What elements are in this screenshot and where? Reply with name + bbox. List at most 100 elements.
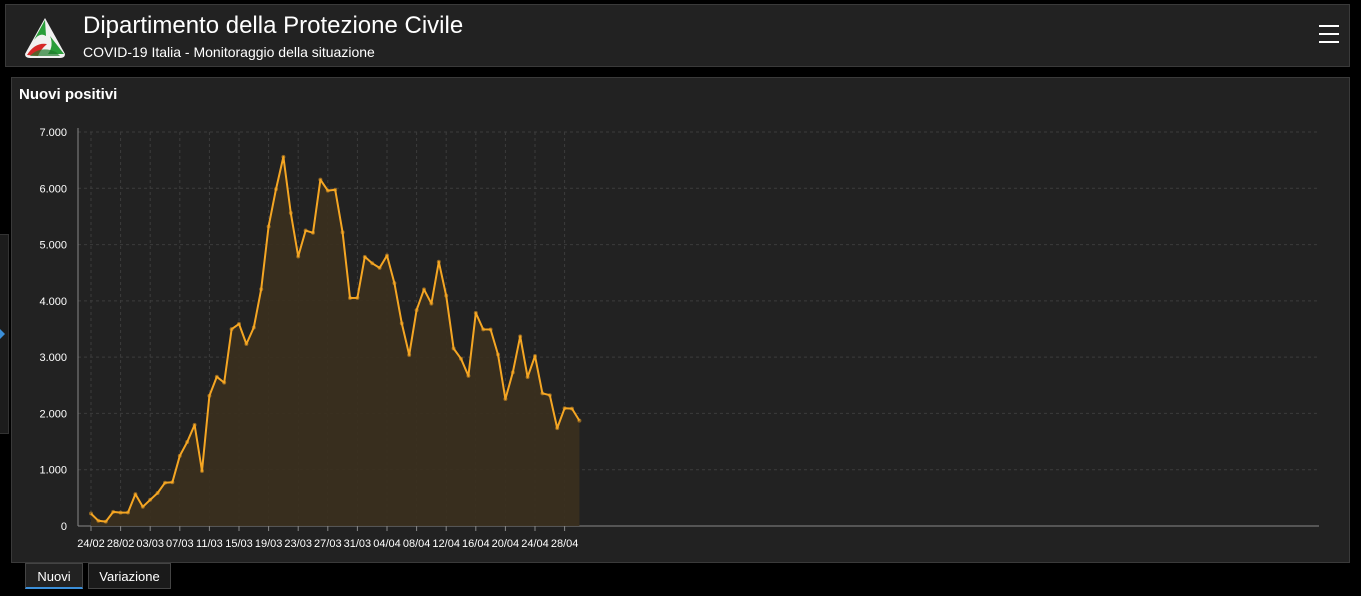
data-point [140, 504, 145, 509]
data-point [111, 509, 116, 514]
data-point [237, 321, 241, 326]
data-point [214, 374, 219, 379]
data-point [340, 230, 345, 235]
data-point [510, 370, 515, 375]
data-point [155, 490, 160, 495]
data-point [96, 518, 101, 523]
data-point [170, 480, 175, 485]
data-point [348, 296, 352, 301]
data-point [422, 287, 426, 292]
data-point [296, 254, 301, 259]
data-point [459, 356, 463, 361]
data-point [451, 346, 456, 351]
x-tick-label: 15/03 [225, 538, 253, 550]
data-point [533, 353, 537, 358]
data-point [192, 422, 197, 427]
y-tick-label: 2.000 [39, 408, 67, 420]
data-point [355, 295, 360, 300]
tab-variazione-label: Variazione [99, 569, 160, 584]
data-point [377, 265, 382, 270]
x-tick-label: 11/03 [196, 538, 223, 550]
data-point [281, 154, 286, 159]
hamburger-menu-icon[interactable] [1319, 25, 1339, 43]
x-tick-label: 19/03 [255, 538, 283, 550]
data-point [525, 375, 530, 380]
data-point [481, 327, 486, 332]
y-tick-label: 7.000 [39, 127, 67, 139]
data-point [518, 334, 523, 339]
data-point [555, 426, 560, 431]
data-point [466, 373, 471, 378]
data-point [148, 497, 153, 502]
x-tick-label: 03/03 [136, 538, 164, 550]
data-point [200, 469, 204, 474]
data-point [207, 393, 212, 398]
y-tick-label: 0 [61, 521, 67, 533]
data-point [266, 224, 271, 229]
app-subtitle: COVID-19 Italia - Monitoraggio della sit… [83, 44, 375, 60]
data-point [229, 327, 234, 332]
x-tick-label: 16/04 [462, 538, 490, 550]
data-point [126, 510, 130, 515]
x-tick-label: 07/03 [166, 538, 194, 550]
data-point [222, 380, 227, 385]
data-point [570, 406, 574, 411]
x-tick-label: 28/02 [107, 538, 135, 550]
x-tick-label: 24/02 [77, 538, 105, 550]
data-point [562, 406, 567, 411]
chevron-right-icon [0, 329, 5, 339]
protezione-civile-logo-icon [25, 18, 65, 58]
side-panel-toggle[interactable] [0, 234, 9, 434]
data-point [540, 391, 545, 396]
x-tick-label: 04/04 [373, 538, 401, 550]
data-point [185, 440, 190, 445]
y-tick-label: 5.000 [39, 240, 67, 252]
data-point [362, 254, 367, 259]
data-point [133, 492, 138, 497]
x-tick-label: 23/03 [284, 538, 312, 550]
data-point [496, 352, 500, 357]
data-point [444, 293, 449, 298]
x-tick-label: 31/03 [344, 538, 372, 550]
data-point [303, 228, 308, 233]
x-tick-label: 27/03 [314, 538, 342, 550]
data-point [392, 281, 397, 286]
tab-variazione[interactable]: Variazione [88, 563, 171, 589]
data-point [429, 301, 434, 306]
data-point [547, 393, 552, 398]
data-point [577, 418, 582, 423]
y-tick-label: 4.000 [39, 296, 67, 308]
data-point [414, 308, 419, 313]
y-tick-label: 6.000 [39, 183, 67, 195]
data-point [177, 453, 182, 458]
data-point [103, 519, 108, 524]
data-point [399, 321, 404, 326]
data-point [118, 510, 123, 515]
x-tick-label: 28/04 [551, 538, 579, 550]
x-tick-label: 12/04 [432, 538, 460, 550]
tab-nuovi[interactable]: Nuovi [25, 563, 83, 589]
y-tick-label: 1.000 [39, 465, 67, 477]
line-chart: 0 1.000 2.000 3.000 4.000 5.000 6.000 7.000 24/0… [39, 127, 1319, 550]
chart-title: Nuovi positivi [19, 86, 118, 103]
data-point [274, 187, 278, 192]
data-point [488, 327, 493, 332]
data-point [251, 325, 256, 330]
series-area [91, 156, 580, 526]
data-point [259, 287, 264, 292]
data-point [288, 211, 293, 216]
y-tick-label: 3.000 [39, 352, 67, 364]
data-point [370, 261, 375, 266]
chart-panel: 0 1.000 2.000 3.000 4.000 5.000 6.000 7.000 24/0… [11, 77, 1350, 563]
x-tick-label: 24/04 [521, 538, 549, 550]
x-tick-label: 08/04 [403, 538, 431, 550]
data-point [89, 511, 93, 516]
data-point [163, 480, 167, 485]
data-point [407, 352, 412, 357]
data-point [333, 187, 338, 192]
data-point [503, 397, 508, 402]
data-point [318, 177, 323, 182]
app-header: Dipartimento della Protezione Civile COV… [5, 4, 1350, 67]
data-point [311, 230, 315, 235]
tab-nuovi-label: Nuovi [37, 569, 71, 584]
